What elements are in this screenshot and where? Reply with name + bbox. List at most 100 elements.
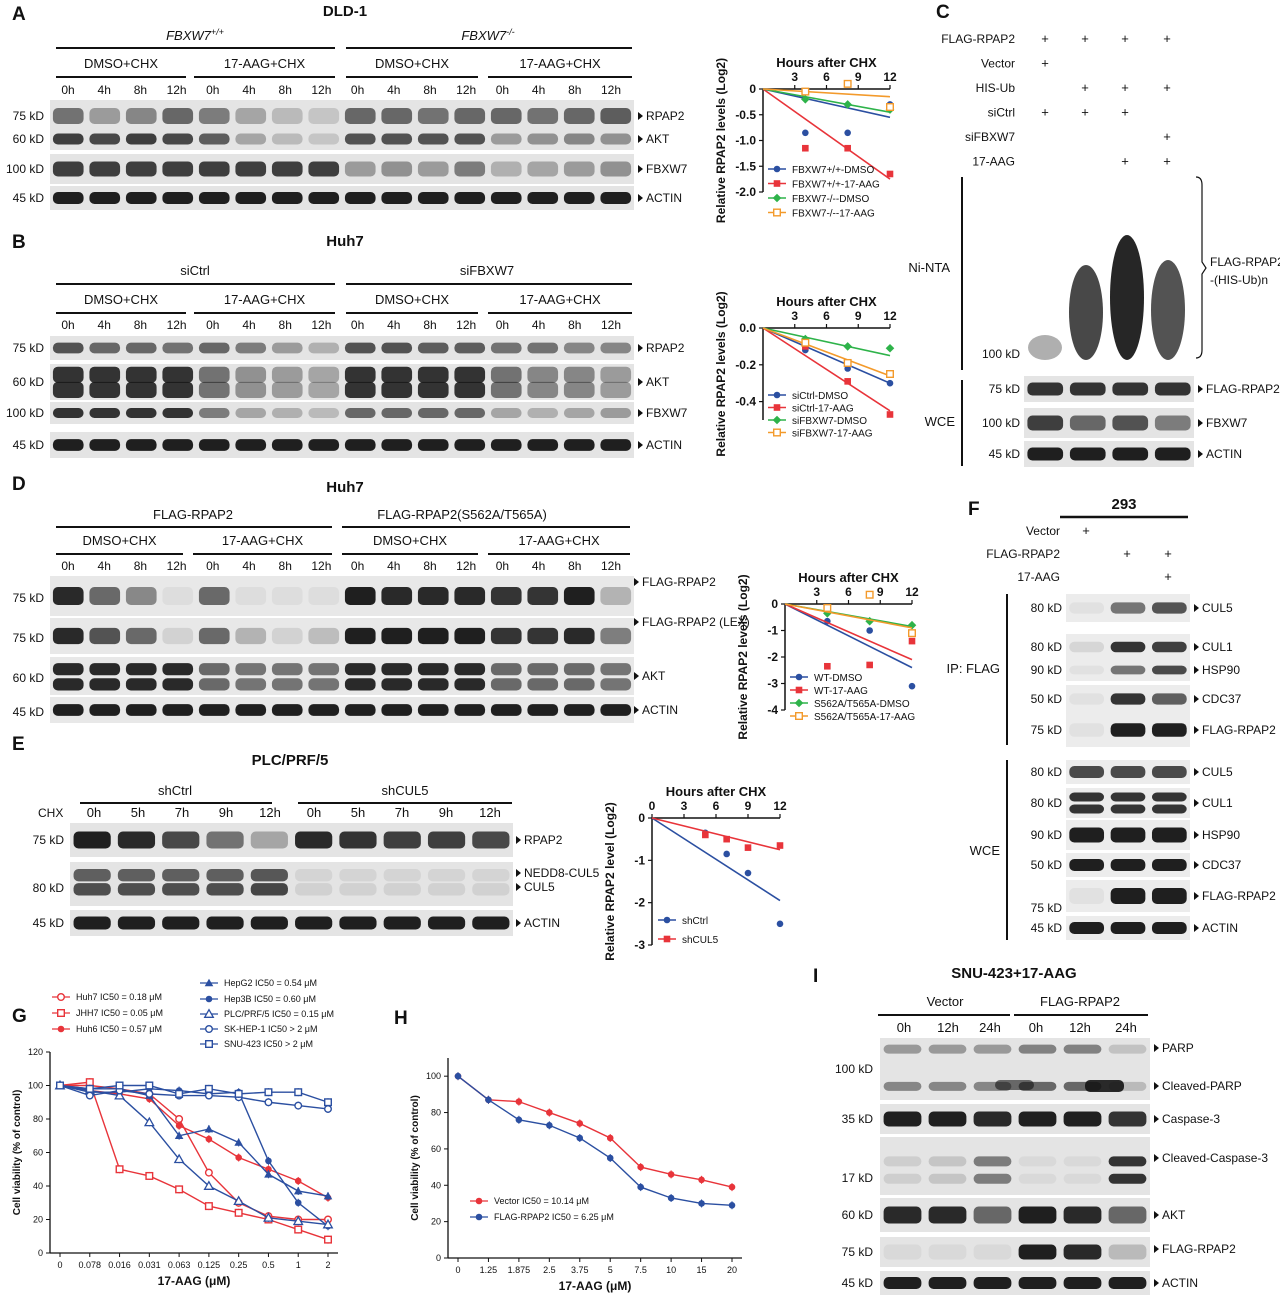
blot-F-wce-FLAG-RPAP2	[1066, 880, 1190, 912]
fit-line	[762, 327, 891, 357]
y-tick-label: 40	[431, 1180, 441, 1190]
blot-D-ACTIN-band	[527, 704, 559, 716]
blot-I-Caspase-3-band	[1108, 1111, 1147, 1127]
legend-entry: WT-DMSO	[814, 673, 863, 684]
series-line	[59, 1084, 329, 1226]
target-label-arrow	[516, 869, 521, 877]
panel-title-A: DLD-1	[323, 3, 367, 20]
blot-I-Cleaved-Caspase-3-band	[1018, 1156, 1057, 1167]
mw-label: 45 kD	[13, 438, 45, 452]
target-label-arrow	[1154, 1245, 1159, 1253]
treatment-label: DMSO+CHX	[84, 56, 158, 71]
data-point	[723, 835, 730, 843]
blot-A-RPAP2-band	[162, 108, 194, 124]
data-point	[175, 1089, 184, 1098]
y-tick-label: 120	[28, 1047, 43, 1057]
blot-B-FBXW7-band	[198, 408, 230, 418]
condition-label: 17-AAG	[972, 155, 1015, 169]
blot-D-FLAG-RPAP2-band	[381, 587, 413, 605]
blot-F-wce-ACTIN-band	[1110, 922, 1146, 934]
fit-line	[762, 88, 891, 113]
blot-F-wce-CUL1-band	[1069, 792, 1105, 802]
y-tick-label: -2	[767, 650, 778, 664]
target-label: ACTIN	[524, 916, 560, 930]
blot-A-AKT-band	[490, 133, 522, 145]
x-tick-label: 0	[455, 1265, 460, 1275]
data-point	[886, 170, 894, 178]
legend-marker	[773, 165, 781, 173]
data-point	[843, 100, 852, 109]
time-label: 8h	[279, 83, 292, 97]
blot-B-RPAP2-band	[308, 342, 340, 354]
blot-F-ip-CUL5-band	[1069, 602, 1105, 614]
y-tick-label: -2.0	[735, 185, 756, 199]
blot-I-AKT-band	[973, 1206, 1012, 1224]
blot-F-wce-CUL5-band	[1151, 766, 1187, 778]
mw-label: 45 kD	[989, 447, 1021, 461]
target-label-arrow	[1194, 924, 1199, 932]
data-point	[637, 1163, 644, 1171]
blot-D-AKT-band	[89, 663, 121, 676]
group-label: siFBXW7	[460, 263, 514, 278]
blot-B-RPAP2-band	[527, 342, 559, 354]
blot-F-ip-CDC37	[1066, 685, 1190, 713]
blot-B-FBXW7-band	[381, 408, 413, 418]
wce-label: WCE	[970, 843, 1001, 858]
target-label-arrow	[1194, 666, 1199, 674]
x-tick-label: 12	[883, 70, 897, 84]
condition-label: FLAG-RPAP2	[986, 547, 1060, 561]
data-point	[801, 95, 810, 104]
blot-D-AKT-band	[235, 663, 267, 676]
blot-I-Cleaved-Caspase-3-band	[1108, 1156, 1147, 1167]
mw-label: 75 kD	[13, 341, 45, 355]
blot-A-RPAP2-band	[527, 108, 559, 124]
y-tick-label: -3	[634, 938, 645, 952]
target-label-arrow	[516, 836, 521, 844]
blot-A-ACTIN-band	[454, 192, 486, 204]
plot-title: Hours after CHX	[776, 294, 877, 309]
data-point	[115, 1165, 124, 1174]
mw-label: 75 kD	[13, 591, 45, 605]
target-label-arrow	[516, 919, 521, 927]
blot-F-wce-CDC37-band	[1110, 859, 1146, 871]
blot-B-RPAP2-band	[162, 342, 194, 354]
target-label-arrow	[634, 578, 639, 586]
blot-E-RPAP2-band	[427, 831, 466, 849]
blot-D-FLAG-RPAP2 (LEX)-band	[52, 627, 84, 645]
blot-F-wce-HSP90-band	[1110, 827, 1146, 843]
blot-E-NEDD8-CUL5-band	[427, 869, 466, 882]
data-point	[546, 1109, 553, 1116]
mw-label: 80 kD	[1031, 601, 1063, 615]
blot-D-ACTIN-band	[454, 704, 486, 716]
blot-C-FBXW7-band	[1069, 415, 1106, 431]
time-label: 12h	[456, 83, 476, 97]
blot-I-PARP-band	[1108, 1044, 1147, 1054]
fit-line	[784, 603, 913, 669]
blot-D-AKT-band	[198, 678, 230, 691]
blot-E-RPAP2-band	[383, 831, 421, 849]
series-line	[59, 1084, 329, 1197]
ip-label: IP: FLAG	[947, 661, 1000, 676]
target-label-arrow	[1154, 1154, 1159, 1162]
blot-A-ACTIN-band	[52, 192, 84, 204]
plus-mark: +	[1081, 105, 1089, 120]
mw-label: 50 kD	[1031, 858, 1063, 872]
target-label-arrow	[516, 883, 521, 891]
mw-label: 80 kD	[1031, 640, 1063, 654]
blot-E-RPAP2-band	[250, 831, 288, 849]
blot-F-ip-CDC37-band	[1151, 693, 1187, 705]
legend-marker	[794, 698, 804, 708]
blot-B-AKT-band	[235, 381, 267, 399]
blot-B-FBXW7-band	[308, 408, 340, 418]
x-tick-label: 0.031	[138, 1260, 161, 1270]
chx-label: CHX	[38, 806, 63, 820]
time-label: 8h	[568, 318, 581, 332]
legend-marker	[663, 916, 671, 924]
blot-A-ACTIN-band	[308, 192, 340, 204]
mw-label: 100 kD	[835, 1062, 873, 1076]
time-label: 5h	[131, 805, 145, 820]
y-tick-label: -1	[634, 853, 645, 867]
blot-F-ip-HSP90	[1066, 659, 1190, 681]
time-label: 8h	[134, 83, 147, 97]
y-tick-label: -4	[767, 703, 778, 717]
